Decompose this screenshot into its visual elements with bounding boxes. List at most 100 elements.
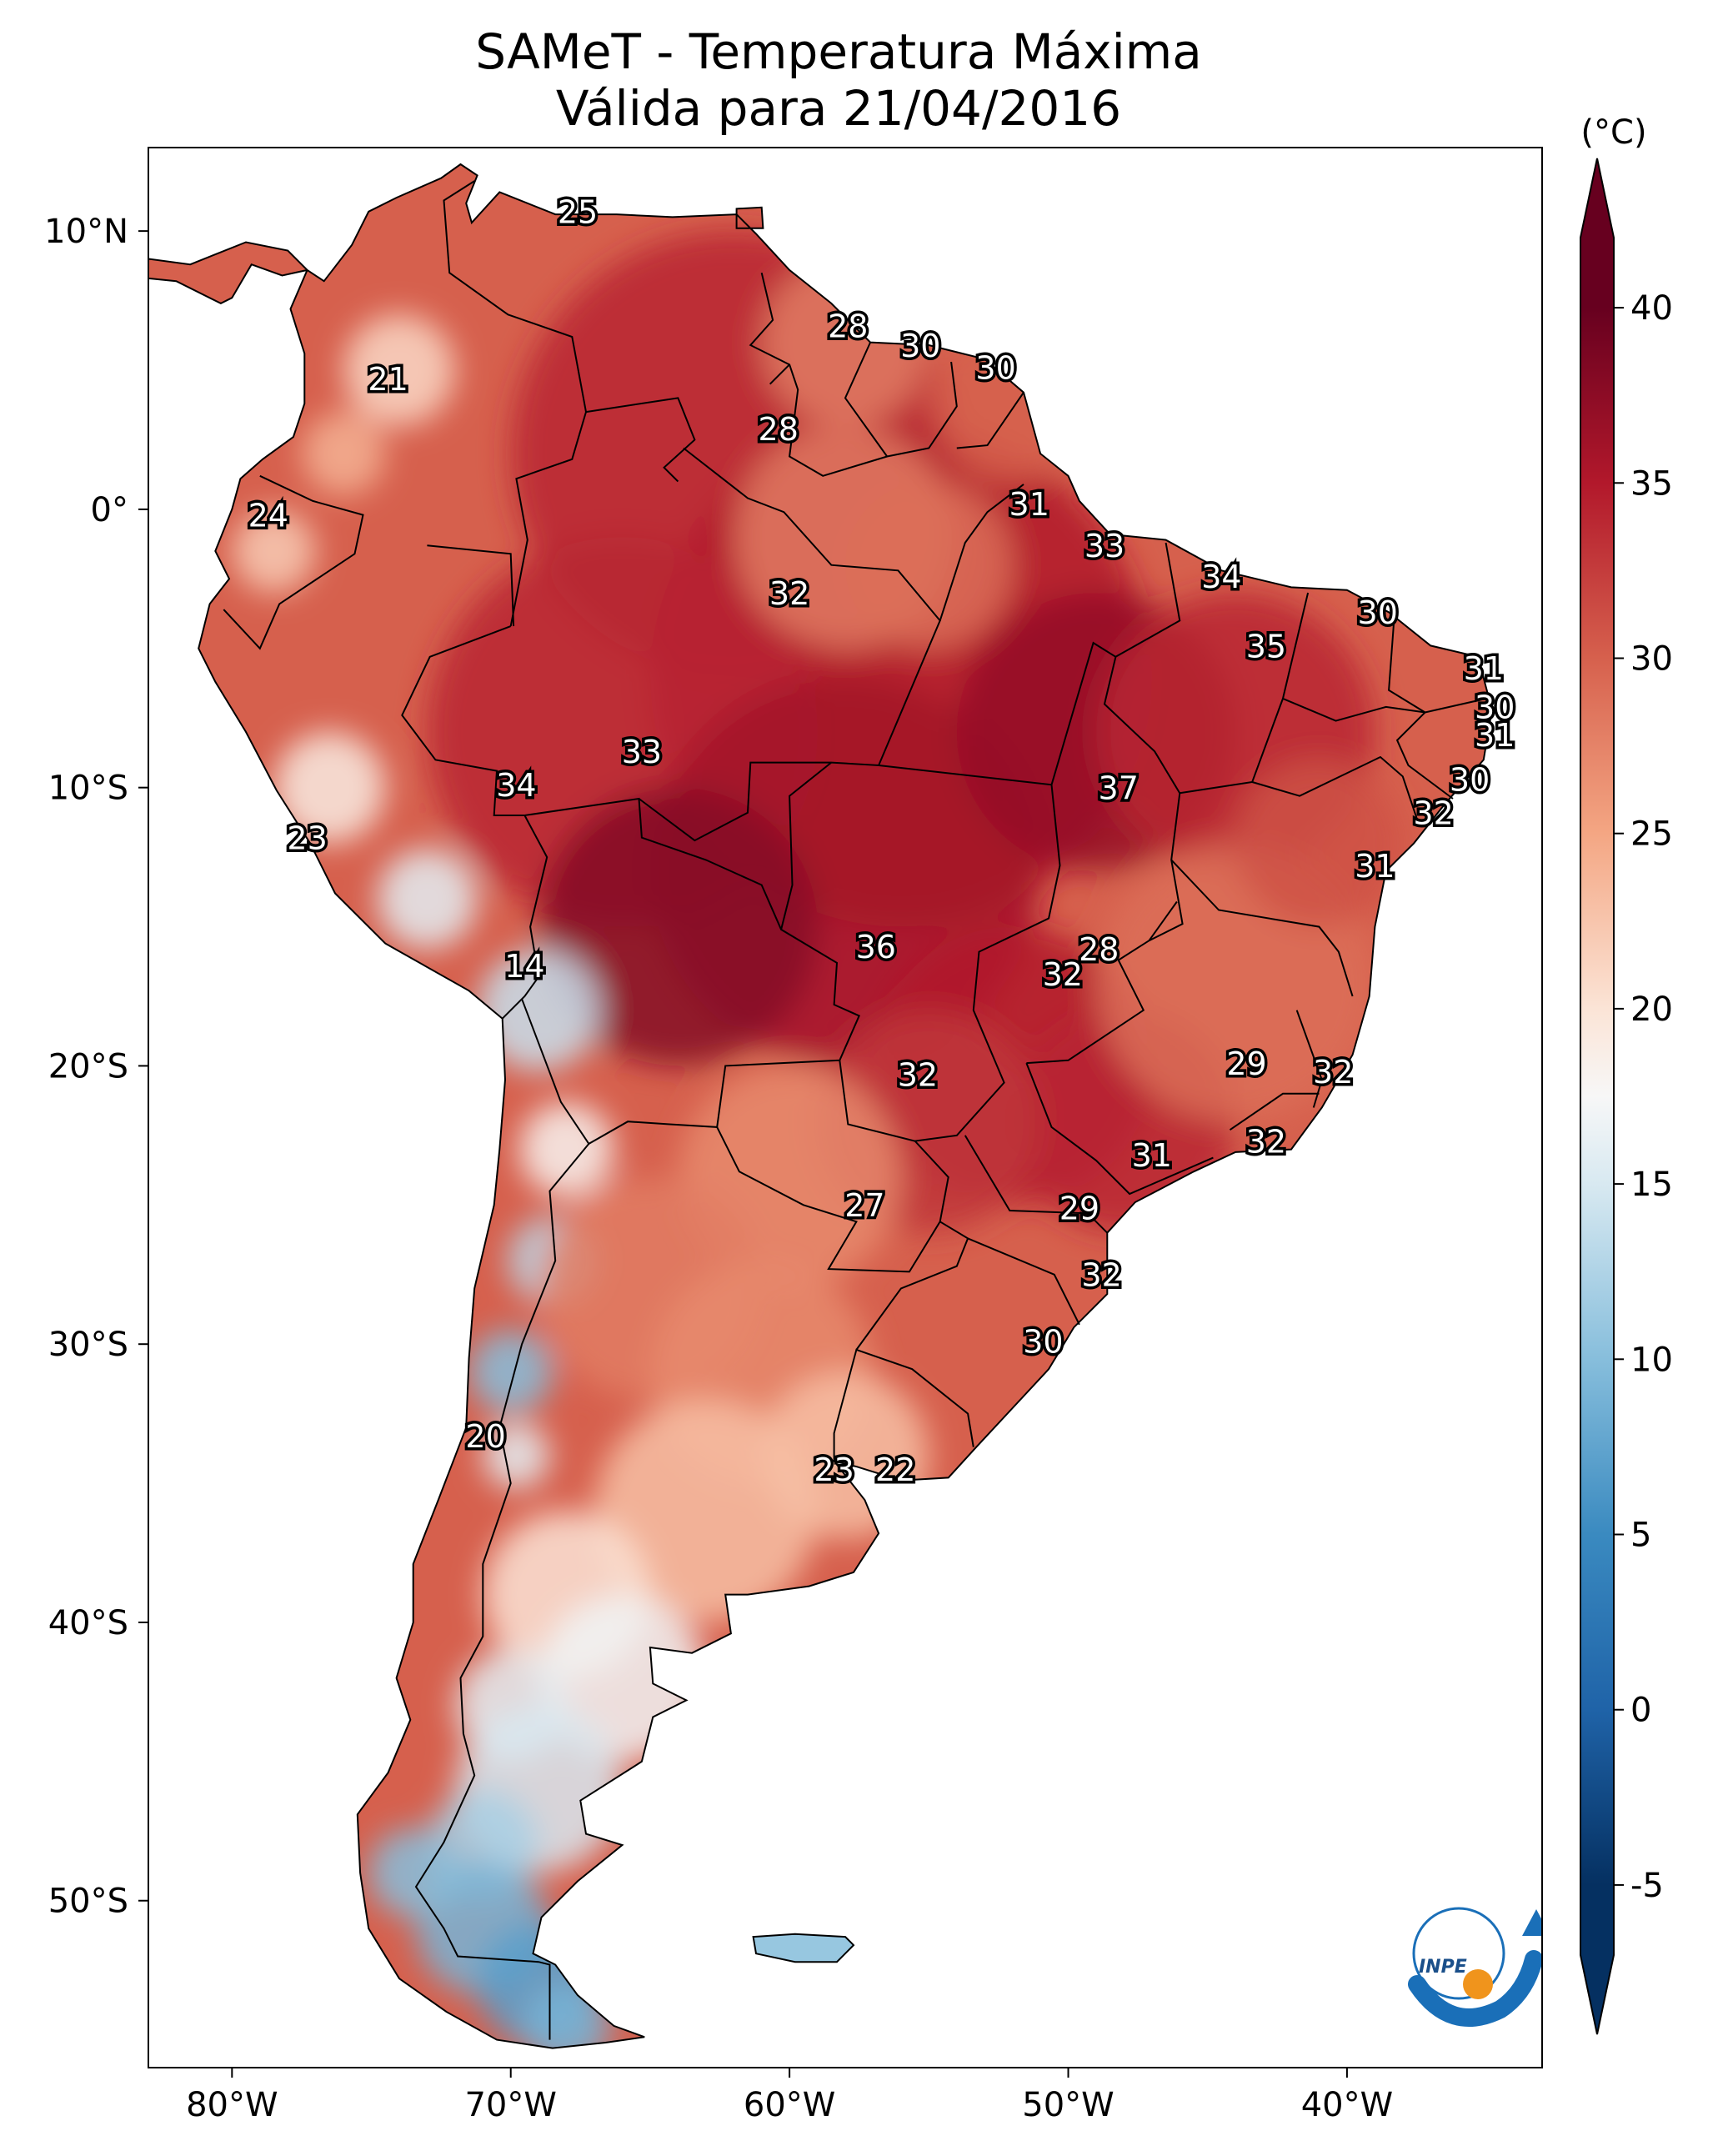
latitude-tick-label: 30°S	[48, 1326, 128, 1364]
border-line	[1114, 542, 1181, 658]
colorbar-tick-label: 15	[1630, 1166, 1673, 1204]
temperature-label: 37	[1099, 770, 1139, 807]
longitude-tick-label: 80°W	[186, 2086, 278, 2124]
temperature-cell	[368, 1828, 458, 1918]
border-line	[1180, 592, 1310, 795]
latitude-tick-label: 0°	[91, 491, 128, 529]
country-borders	[223, 180, 1487, 2040]
border-line	[1025, 1062, 1214, 1196]
temperature-cell	[273, 731, 386, 844]
temperature-label: 28	[759, 411, 799, 448]
temperature-label: 30	[1475, 689, 1515, 726]
border-line	[716, 1060, 949, 1273]
colorbar-tick-label: 0	[1630, 1692, 1651, 1730]
colorbar-body	[1580, 158, 1615, 2035]
border-line	[521, 797, 861, 1146]
colorbar-tick-label: -5	[1630, 1867, 1664, 1905]
border-line	[855, 1221, 969, 1351]
border-line	[769, 364, 790, 385]
border-line	[1251, 755, 1420, 827]
temperature-label: 29	[1226, 1045, 1266, 1082]
temperature-label: 34	[496, 767, 536, 804]
temperature-cell	[468, 1330, 553, 1414]
temperature-label: 27	[844, 1187, 884, 1224]
temperature-cell	[477, 949, 600, 1072]
temperature-cell	[845, 481, 1013, 649]
temperature-label: 32	[769, 575, 809, 612]
temperature-label: 31	[1355, 848, 1395, 885]
longitude-tick-label: 40°W	[1301, 2086, 1393, 2124]
logo-swoosh	[1408, 1950, 1542, 2027]
border-line	[585, 397, 696, 483]
colorbar-ticks: -5 0 5 10 15 20 25 30 35 40	[1614, 289, 1673, 1905]
temperature-cell	[377, 849, 478, 950]
colorbar-tick-label: 5	[1630, 1517, 1651, 1555]
border-line	[1388, 614, 1454, 800]
border-line	[749, 272, 888, 477]
colorbar-tick-label: 10	[1630, 1341, 1673, 1379]
temperature-label: 32	[1413, 795, 1453, 832]
colorbar-tick-label: 35	[1630, 464, 1673, 503]
border-line	[878, 765, 1061, 1142]
temperature-label: 31	[1475, 717, 1515, 754]
longitude-tick-label: 70°W	[464, 2086, 556, 2124]
border-line	[401, 625, 525, 816]
temperature-label: 30	[1450, 762, 1490, 799]
temperature-cell	[518, 1101, 614, 1197]
temperature-label: 14	[504, 948, 544, 985]
temperature-label: 32	[1313, 1054, 1353, 1091]
temperature-cell	[301, 411, 386, 496]
border-line	[844, 342, 958, 458]
border-line	[967, 1237, 1080, 1326]
coastline	[148, 163, 1493, 2049]
land	[148, 163, 1493, 2049]
logo-ring	[1412, 1907, 1505, 2000]
temperature-label: 31	[1464, 650, 1504, 687]
inpe-logo: INPE	[1408, 1907, 1542, 2027]
border-line	[1170, 859, 1354, 997]
temperature-cell	[538, 787, 818, 1066]
colorbar: (°C) -5 0 5 10 15 20 25 30 35 40	[1580, 113, 1673, 2035]
temperature-label: 32	[898, 1056, 938, 1093]
temperature-label: 32	[1246, 1123, 1286, 1160]
border-line	[638, 447, 941, 842]
temperature-label: 32	[1081, 1257, 1121, 1294]
colorbar-unit: (°C)	[1580, 113, 1646, 152]
longitude-tick-label: 60°W	[744, 2086, 835, 2124]
latitude-tick-label: 50°S	[48, 1883, 128, 1921]
temperature-label: 33	[1084, 528, 1124, 564]
longitude-tick-label: 50°W	[1022, 2086, 1114, 2124]
temperature-label: 23	[814, 1452, 854, 1488]
colorbar-tick-label: 20	[1630, 990, 1673, 1029]
map-title-line1: SAMeT - Temperatura Máxima	[475, 23, 1202, 80]
colorbar-tick-label: 40	[1630, 289, 1673, 328]
colorbar-tick-label: 30	[1630, 639, 1673, 678]
border-line	[443, 180, 588, 627]
temperature-label: 21	[368, 361, 408, 398]
temperature-label: 33	[622, 734, 662, 770]
temperature-label: 30	[975, 350, 1015, 387]
logo-orange-dot	[1463, 1969, 1493, 1999]
border-line	[939, 484, 1024, 621]
border-line	[1148, 900, 1178, 941]
border-line	[956, 392, 1024, 449]
longitude-axis: 80°W 70°W 60°W 50°W 40°W	[186, 2068, 1393, 2124]
temperature-label: 35	[1246, 628, 1286, 664]
border-line	[414, 1143, 590, 2040]
latitude-tick-label: 20°S	[48, 1047, 128, 1086]
map-frame	[148, 147, 1543, 2068]
border-line	[964, 1135, 1109, 1234]
temperature-label: 32	[1043, 956, 1083, 993]
falkland-islands	[752, 1933, 855, 1963]
border-line	[501, 815, 548, 1020]
temperature-cell	[483, 1421, 550, 1489]
temperature-cell	[1235, 760, 1403, 927]
temperature-cell	[232, 509, 316, 594]
temperature-label: 28	[1079, 931, 1119, 968]
temperature-cell	[343, 314, 455, 426]
temperature-label: 30	[1023, 1324, 1063, 1361]
temperature-label: 24	[248, 497, 288, 534]
logo-text: INPE	[1419, 1957, 1467, 1978]
